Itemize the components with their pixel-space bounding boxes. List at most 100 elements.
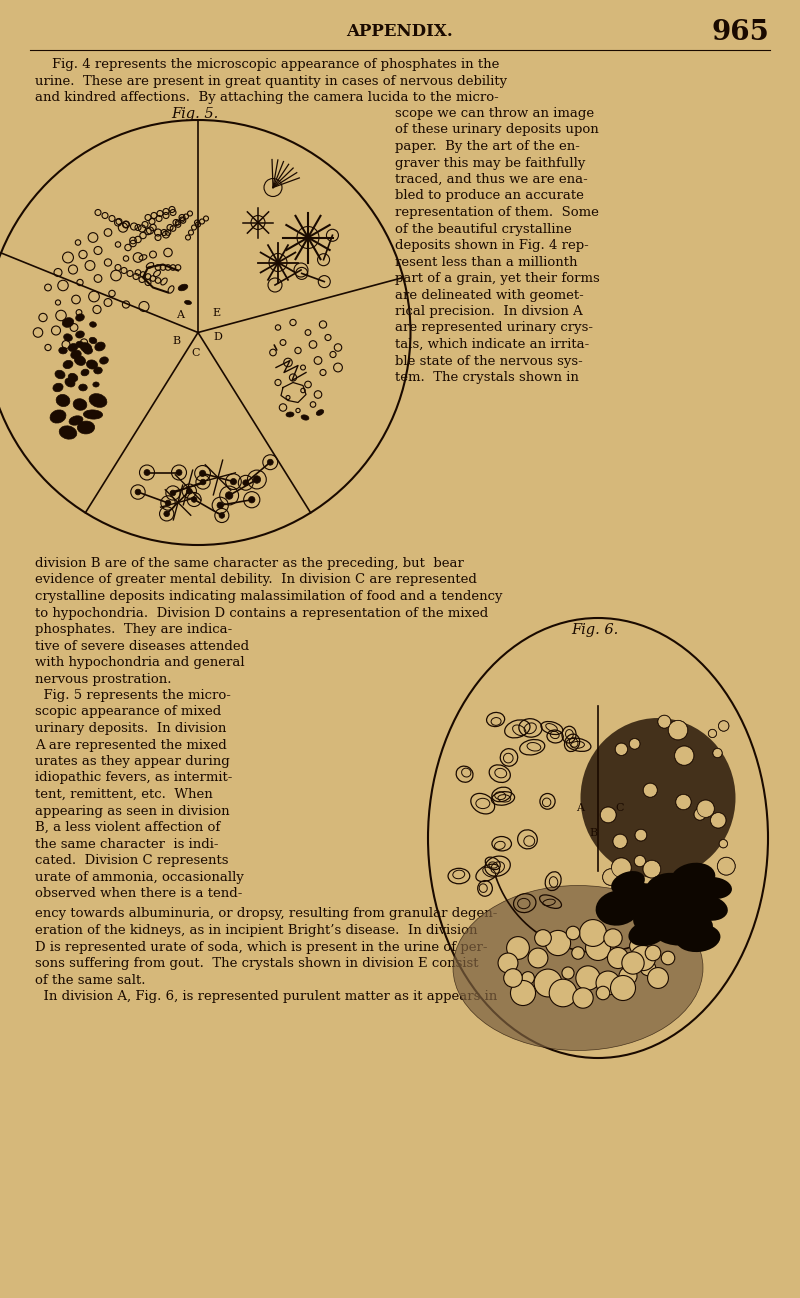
Ellipse shape [59, 426, 77, 439]
Text: urates as they appear during: urates as they appear during [35, 755, 230, 768]
Text: crystalline deposits indicating malassimilation of food and a tendency: crystalline deposits indicating malassim… [35, 591, 502, 604]
Circle shape [613, 835, 627, 849]
Circle shape [630, 945, 656, 971]
Ellipse shape [230, 479, 237, 484]
Text: ble state of the nervous sys-: ble state of the nervous sys- [395, 354, 582, 367]
Circle shape [630, 937, 646, 954]
Ellipse shape [90, 322, 96, 327]
Text: to hypochondria.  Division D contains a representation of the mixed: to hypochondria. Division D contains a r… [35, 606, 488, 619]
Text: graver this may be faithfully: graver this may be faithfully [395, 157, 586, 170]
Circle shape [607, 948, 629, 968]
Ellipse shape [89, 393, 107, 408]
Circle shape [610, 976, 635, 1001]
Ellipse shape [611, 871, 645, 894]
Ellipse shape [93, 382, 99, 387]
Text: observed when there is a tend-: observed when there is a tend- [35, 887, 242, 900]
Circle shape [534, 929, 551, 946]
Circle shape [504, 968, 522, 988]
Text: evidence of greater mental debility.  In division C are represented: evidence of greater mental debility. In … [35, 574, 477, 587]
Circle shape [579, 919, 606, 946]
Circle shape [546, 931, 570, 955]
Ellipse shape [217, 502, 223, 509]
Circle shape [522, 972, 534, 984]
Text: A: A [576, 803, 584, 813]
Ellipse shape [83, 410, 102, 419]
Text: eration of the kidneys, as in incipient Bright’s disease.  In division: eration of the kidneys, as in incipient … [35, 924, 478, 937]
Circle shape [604, 929, 622, 948]
Ellipse shape [242, 480, 249, 485]
Ellipse shape [219, 513, 225, 518]
Text: D is represented urate of soda, which is present in the urine of per-: D is represented urate of soda, which is… [35, 941, 487, 954]
Text: with hypochondria and general: with hypochondria and general [35, 655, 245, 668]
Text: tem.  The crystals shown in: tem. The crystals shown in [395, 371, 579, 384]
Ellipse shape [78, 384, 87, 391]
Ellipse shape [653, 910, 713, 946]
Circle shape [622, 951, 644, 975]
Text: B, a less violent affection of: B, a less violent affection of [35, 822, 220, 835]
Ellipse shape [651, 879, 705, 918]
Ellipse shape [73, 398, 87, 410]
Circle shape [619, 967, 637, 985]
Text: In division A, Fig. 6, is represented purulent matter as it appears in: In division A, Fig. 6, is represented pu… [35, 990, 498, 1003]
Text: are delineated with geomet-: are delineated with geomet- [395, 288, 584, 301]
Circle shape [718, 858, 735, 875]
Ellipse shape [286, 411, 294, 417]
Circle shape [586, 936, 610, 961]
Ellipse shape [581, 718, 735, 877]
Text: APPENDIX.: APPENDIX. [346, 23, 454, 40]
Circle shape [698, 902, 709, 912]
Text: C: C [192, 348, 200, 357]
Text: urate of ammonia, occasionally: urate of ammonia, occasionally [35, 871, 244, 884]
Text: the same character  is indi-: the same character is indi- [35, 837, 218, 850]
Circle shape [640, 961, 656, 976]
Ellipse shape [185, 300, 191, 305]
Circle shape [573, 988, 593, 1009]
Ellipse shape [200, 479, 206, 485]
Circle shape [602, 868, 619, 885]
Ellipse shape [170, 491, 176, 496]
Text: Fig. 6.: Fig. 6. [571, 623, 618, 637]
Circle shape [694, 809, 706, 820]
Text: A are represented the mixed: A are represented the mixed [35, 739, 226, 752]
Circle shape [676, 794, 691, 810]
Circle shape [510, 980, 535, 1006]
Ellipse shape [83, 347, 93, 354]
Text: ency towards albuminuria, or dropsy, resulting from granular degen-: ency towards albuminuria, or dropsy, res… [35, 907, 498, 920]
Circle shape [718, 720, 729, 731]
Ellipse shape [64, 334, 72, 341]
Ellipse shape [95, 343, 105, 350]
Circle shape [498, 953, 518, 974]
Text: urine.  These are present in great quantity in cases of nervous debility: urine. These are present in great quanti… [35, 74, 507, 87]
Ellipse shape [618, 883, 658, 914]
Text: phosphates.  They are indica-: phosphates. They are indica- [35, 623, 232, 636]
Circle shape [576, 966, 600, 990]
Ellipse shape [253, 476, 261, 483]
Ellipse shape [688, 896, 728, 920]
Ellipse shape [50, 410, 66, 423]
Text: scope we can throw an image: scope we can throw an image [395, 106, 594, 119]
Circle shape [668, 720, 688, 740]
Ellipse shape [53, 383, 63, 392]
Circle shape [550, 979, 577, 1007]
Ellipse shape [226, 492, 233, 500]
Ellipse shape [176, 470, 182, 475]
Ellipse shape [89, 337, 97, 344]
Ellipse shape [135, 489, 141, 495]
Text: urinary deposits.  In division: urinary deposits. In division [35, 722, 226, 735]
Circle shape [596, 986, 610, 999]
Ellipse shape [70, 350, 82, 358]
Text: bled to produce an accurate: bled to produce an accurate [395, 190, 584, 202]
Circle shape [596, 971, 620, 996]
Ellipse shape [596, 890, 640, 925]
Ellipse shape [178, 284, 188, 291]
Text: 965: 965 [711, 18, 769, 45]
Ellipse shape [646, 872, 690, 903]
Text: D: D [214, 332, 222, 343]
Ellipse shape [69, 415, 83, 426]
Circle shape [635, 829, 646, 841]
Ellipse shape [86, 360, 98, 369]
Circle shape [709, 729, 717, 737]
Text: tals, which indicate an irrita-: tals, which indicate an irrita- [395, 337, 590, 350]
Text: E: E [212, 308, 220, 318]
Text: of these urinary deposits upon: of these urinary deposits upon [395, 123, 598, 136]
